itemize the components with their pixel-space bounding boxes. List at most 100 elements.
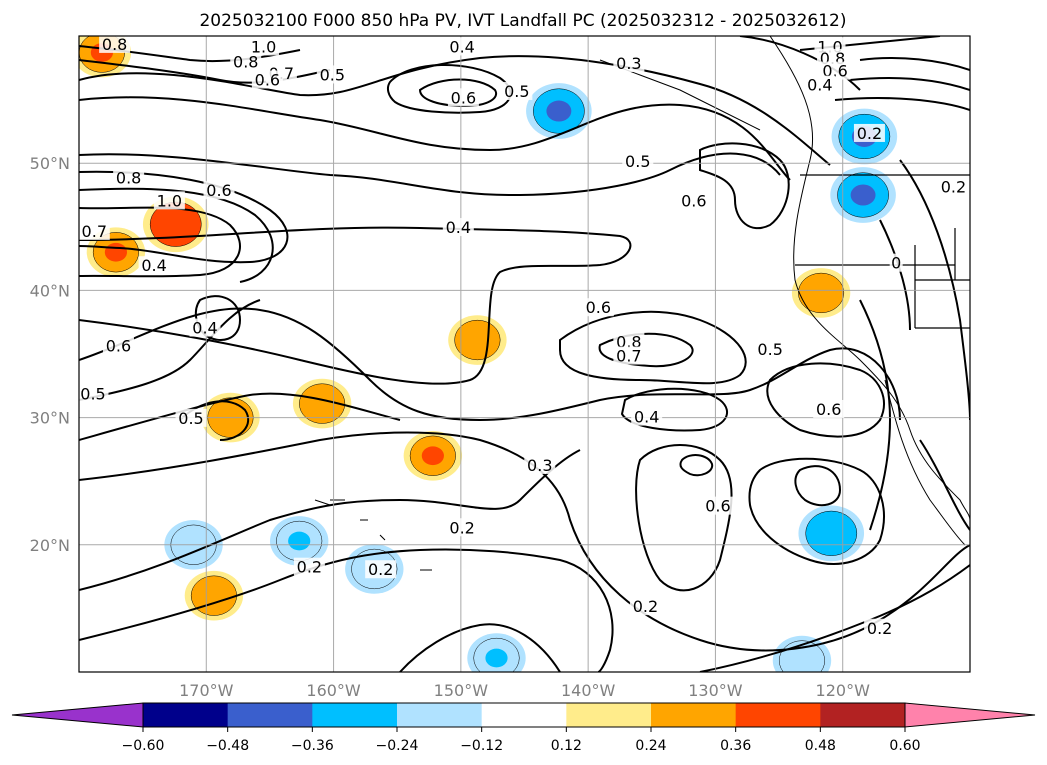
pv-contour-label: 0 — [891, 254, 901, 273]
pv-contour-line — [620, 387, 728, 432]
pv-contour-label-bg — [631, 407, 663, 426]
pv-contour-label: 0.6 — [681, 191, 706, 210]
pv-contour-label: 0.8 — [233, 53, 258, 72]
pv-contour-label-bg — [524, 455, 556, 474]
pv-contour-label-bg — [702, 496, 734, 515]
pv-contour-line — [79, 206, 241, 278]
country-borders — [795, 174, 970, 329]
lon-tick-label: 150°W — [434, 681, 489, 700]
pc-anomaly-core — [850, 184, 876, 206]
pv-contour-line — [919, 439, 970, 531]
pv-contour-line — [559, 310, 747, 385]
pv-contour-label-bg — [251, 70, 283, 89]
pv-contour-label: 0.2 — [449, 518, 474, 537]
colorbar-segment — [735, 703, 821, 727]
colorbar-segment — [227, 703, 313, 727]
colorbar-segment — [651, 703, 737, 727]
lat-tick-label: 40°N — [30, 281, 70, 300]
pv-contour-label: 0.8 — [116, 168, 141, 187]
pc-anomaly-fill — [190, 575, 237, 616]
pv-contour-label: 0.5 — [80, 385, 105, 404]
pv-contour-line — [79, 226, 632, 385]
colorbar-segment — [481, 703, 567, 727]
pv-contour-label-bg — [613, 332, 645, 351]
pv-contour-label-bg — [613, 346, 645, 365]
pv-contour-label: 0.4 — [807, 76, 832, 95]
coastlines — [314, 36, 970, 571]
pv-contour-label-bg — [99, 36, 131, 53]
pc-anomaly-core — [546, 100, 572, 122]
pv-contour-line — [859, 57, 970, 71]
pv-contour-label: 0.4 — [449, 37, 474, 56]
colorbar-tick-label: 0.48 — [805, 738, 836, 754]
pv-contour-line — [79, 392, 401, 441]
pv-contour-label-bg — [446, 37, 478, 56]
colorbar-tick-label: 0.24 — [635, 738, 666, 754]
pv-contour-label-bg — [102, 336, 134, 355]
pv-contour-line — [834, 97, 970, 111]
pv-contour-label: 0.2 — [941, 177, 966, 196]
pv-contour-label-bg — [230, 52, 262, 71]
colorbar-tick-label: −0.12 — [460, 738, 503, 754]
pv-contour-label-bg — [248, 37, 280, 56]
pv-contour-label-bg — [819, 61, 851, 80]
pv-contour-line — [766, 362, 885, 438]
pv-contour-label-bg — [678, 191, 710, 210]
pv-contour-line — [79, 187, 274, 283]
pv-contour-label-bg — [365, 560, 397, 579]
colorbar-segment — [143, 703, 229, 727]
pv-contour-label-bg — [864, 618, 896, 637]
pv-contour-label-bg — [613, 53, 645, 72]
pc-anomaly-core — [288, 531, 311, 551]
colorbar-tick-label: 0.12 — [551, 738, 582, 754]
lat-tick-label: 20°N — [30, 536, 70, 555]
pv-contour-line — [635, 444, 733, 592]
pv-contour-label-bg — [316, 65, 348, 84]
pv-contour-line — [399, 623, 561, 672]
colorbar-tick-label: 0.36 — [720, 738, 751, 754]
pv-contour-label: 0.8 — [102, 35, 127, 54]
colorbar: −0.60 −0.48 −0.36 −0.24 −0.12 0.12 0.24 0.36 0.4… — [11, 702, 1036, 754]
pc-anomaly-core — [485, 648, 508, 668]
colorbar-frame — [142, 702, 906, 728]
pv-contour-label-bg — [442, 218, 474, 237]
coastline — [314, 499, 386, 541]
coastline — [884, 379, 966, 546]
latitude-tick-labels: 20°N 30°N 40°N 50°N — [30, 154, 70, 555]
colorbar-segment — [312, 703, 398, 727]
pv-contour-label: 1.0 — [157, 191, 182, 210]
pv-contour-line — [79, 449, 581, 591]
pv-contour-line — [739, 36, 861, 91]
pv-contour-line — [418, 78, 498, 108]
pv-contour-label-bg — [937, 177, 969, 196]
pv-contour-line — [386, 64, 512, 114]
pv-contour-label: 0.4 — [446, 218, 471, 237]
pv-contour-line — [699, 142, 790, 230]
pv-contour-label-bg — [813, 399, 845, 418]
pv-contour-label-bg — [754, 340, 786, 359]
colorbar-extend-high — [904, 702, 1036, 728]
pv-contour-line — [79, 59, 331, 84]
pv-contour-label-bg — [629, 597, 661, 616]
pv-contour-line — [79, 170, 289, 264]
lon-tick-label: 130°W — [688, 681, 743, 700]
pv-contour-label: 0.5 — [504, 82, 529, 101]
pv-contour-label-bg — [153, 191, 185, 210]
pv-contour-label: 0.2 — [857, 124, 882, 143]
pv-contour-label-bg — [203, 181, 235, 200]
pv-contour-label-bg — [622, 151, 654, 170]
longitude-tick-labels: 170°W 160°W 150°W 140°W 130°W 120°W — [179, 681, 870, 700]
pv-contour-label-bg — [79, 221, 110, 240]
pv-contour-label: 0.2 — [368, 560, 393, 579]
pv-contour-label: 0.4 — [634, 408, 659, 427]
pv-contour-label-bg — [189, 318, 221, 337]
pv-contour-label-bg — [175, 408, 207, 427]
pv-contour-label: 0.4 — [141, 256, 166, 275]
pv-contour-label-bg — [113, 168, 145, 187]
pv-contour-label: 0.6 — [705, 497, 730, 516]
pv-contour-label: 0.5 — [625, 152, 650, 171]
pv-contour-label-bg — [446, 518, 478, 537]
coastline — [769, 36, 970, 521]
pv-contour-label: 0.2 — [297, 558, 322, 577]
pv-contour-label: 0.7 — [82, 222, 107, 241]
